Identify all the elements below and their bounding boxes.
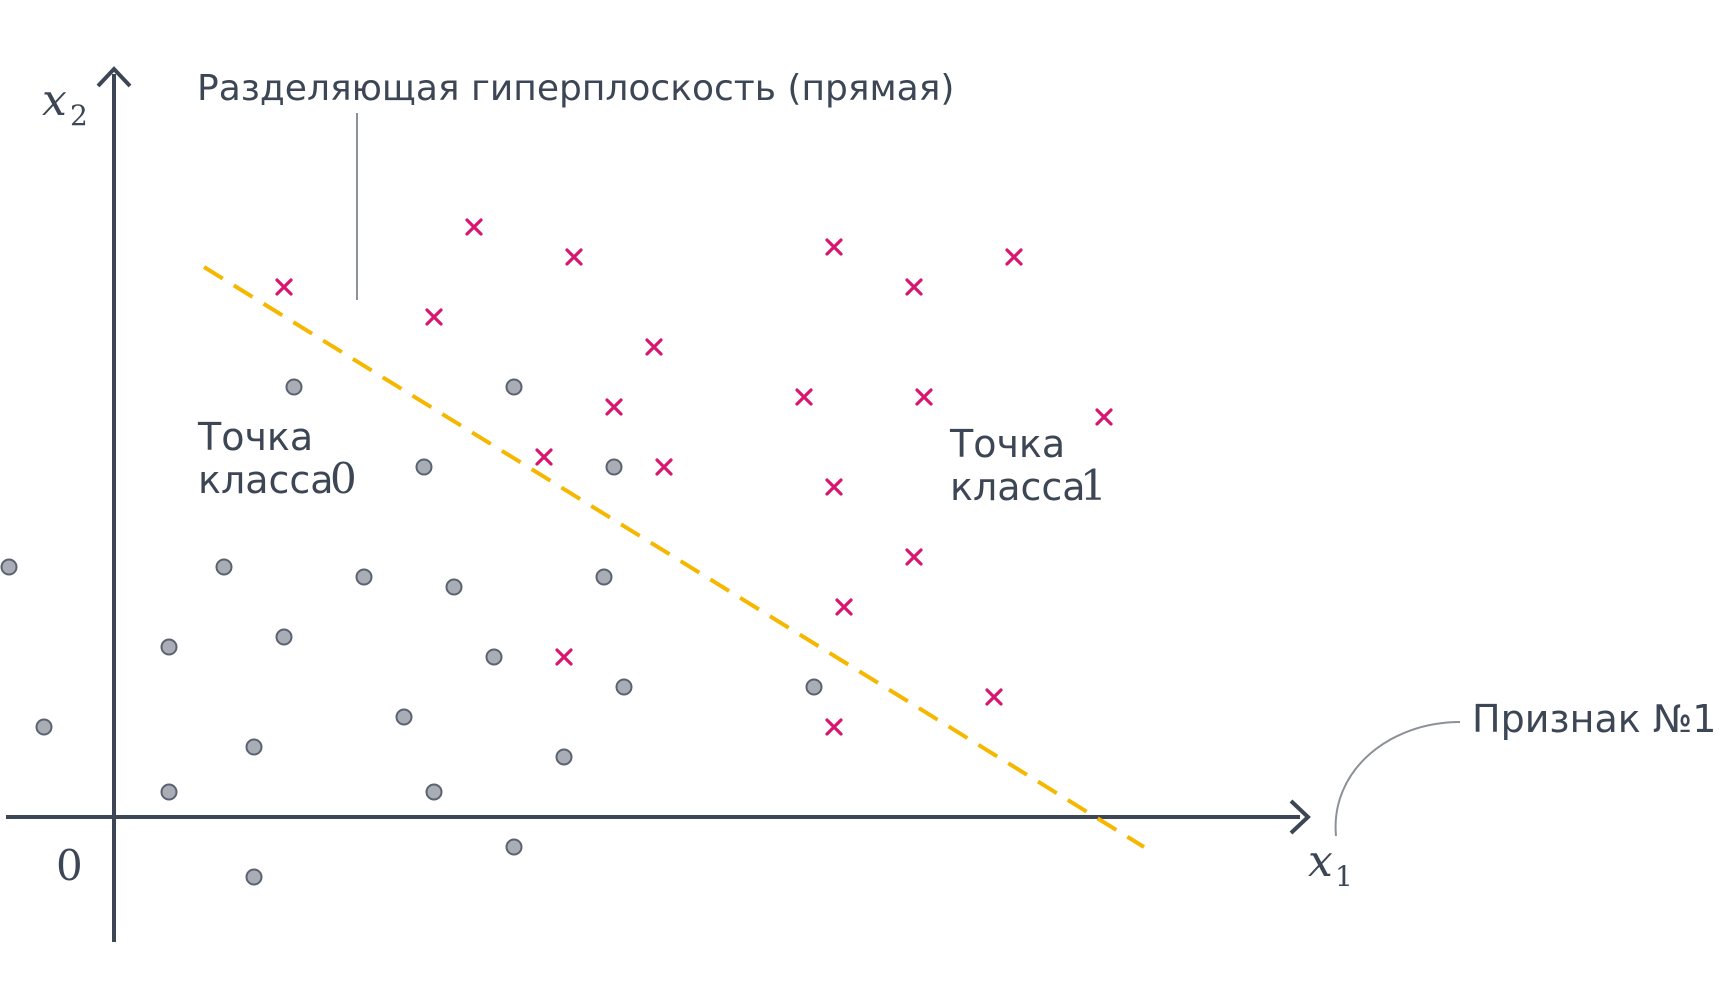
svg-text:1: 1 [1080, 461, 1107, 510]
class1-point [825, 238, 843, 256]
class1-point [1095, 408, 1113, 426]
svg-text:x: x [42, 75, 67, 126]
class0-annotation: Точка класса 0 [197, 415, 357, 503]
class1-point [425, 308, 443, 326]
class0-point [395, 708, 413, 726]
y-axis-label: x 2 [42, 75, 88, 132]
class0-point [605, 458, 623, 476]
class1-point [565, 248, 583, 266]
class0-point [0, 558, 18, 576]
x-axis-arrow-icon [1289, 799, 1311, 835]
class1-point [275, 278, 293, 296]
class0-point [245, 738, 263, 756]
class0-point [505, 838, 523, 856]
y-axis-arrow-icon [96, 66, 132, 88]
class0-point [505, 378, 523, 396]
class1-point [645, 338, 663, 356]
svg-text:Точка: Точка [197, 415, 313, 459]
class1-point [985, 688, 1003, 706]
class0-point [615, 678, 633, 696]
class1-point [535, 448, 553, 466]
class0-point [445, 578, 463, 596]
class1-point [655, 458, 673, 476]
class0-point [595, 568, 613, 586]
class1-annotation: Точка класса 1 [949, 422, 1107, 510]
feature-annotation: Признак №1 [1472, 697, 1716, 741]
class0-point [275, 628, 293, 646]
class0-point [555, 748, 573, 766]
class1-point [835, 598, 853, 616]
hyperplane-annotation: Разделяющая гиперплоскость (прямая) [197, 68, 954, 109]
class1-point [605, 398, 623, 416]
svg-text:0: 0 [330, 454, 357, 503]
class1-point [915, 388, 933, 406]
class0-point [485, 648, 503, 666]
class0-point [245, 868, 263, 886]
svg-text:класса: класса [198, 458, 334, 502]
separating-hyperplane-line [202, 265, 1146, 849]
class0-point [355, 568, 373, 586]
class0-point [415, 458, 433, 476]
origin-label: 0 [56, 841, 83, 890]
svg-text:1: 1 [1335, 860, 1353, 893]
class1-point [905, 278, 923, 296]
class1-point [825, 718, 843, 736]
class0-point [160, 783, 178, 801]
class0-point [425, 783, 443, 801]
data-points [0, 218, 1113, 886]
class0-point [805, 678, 823, 696]
feature-leader-curve [1334, 721, 1461, 837]
class1-point [795, 388, 813, 406]
class1-point [1005, 248, 1023, 266]
class0-point [285, 378, 303, 396]
class0-point [35, 718, 53, 736]
class0-point [160, 638, 178, 656]
class1-point [905, 548, 923, 566]
class0-point [215, 558, 233, 576]
svg-text:класса: класса [950, 465, 1086, 509]
class1-point [555, 648, 573, 666]
svg-text:x: x [1308, 836, 1333, 887]
svg-text:Точка: Точка [949, 422, 1065, 466]
class1-point [825, 478, 843, 496]
svg-text:2: 2 [70, 99, 88, 132]
x-axis-label: x 1 [1308, 836, 1353, 893]
class1-point [465, 218, 483, 236]
